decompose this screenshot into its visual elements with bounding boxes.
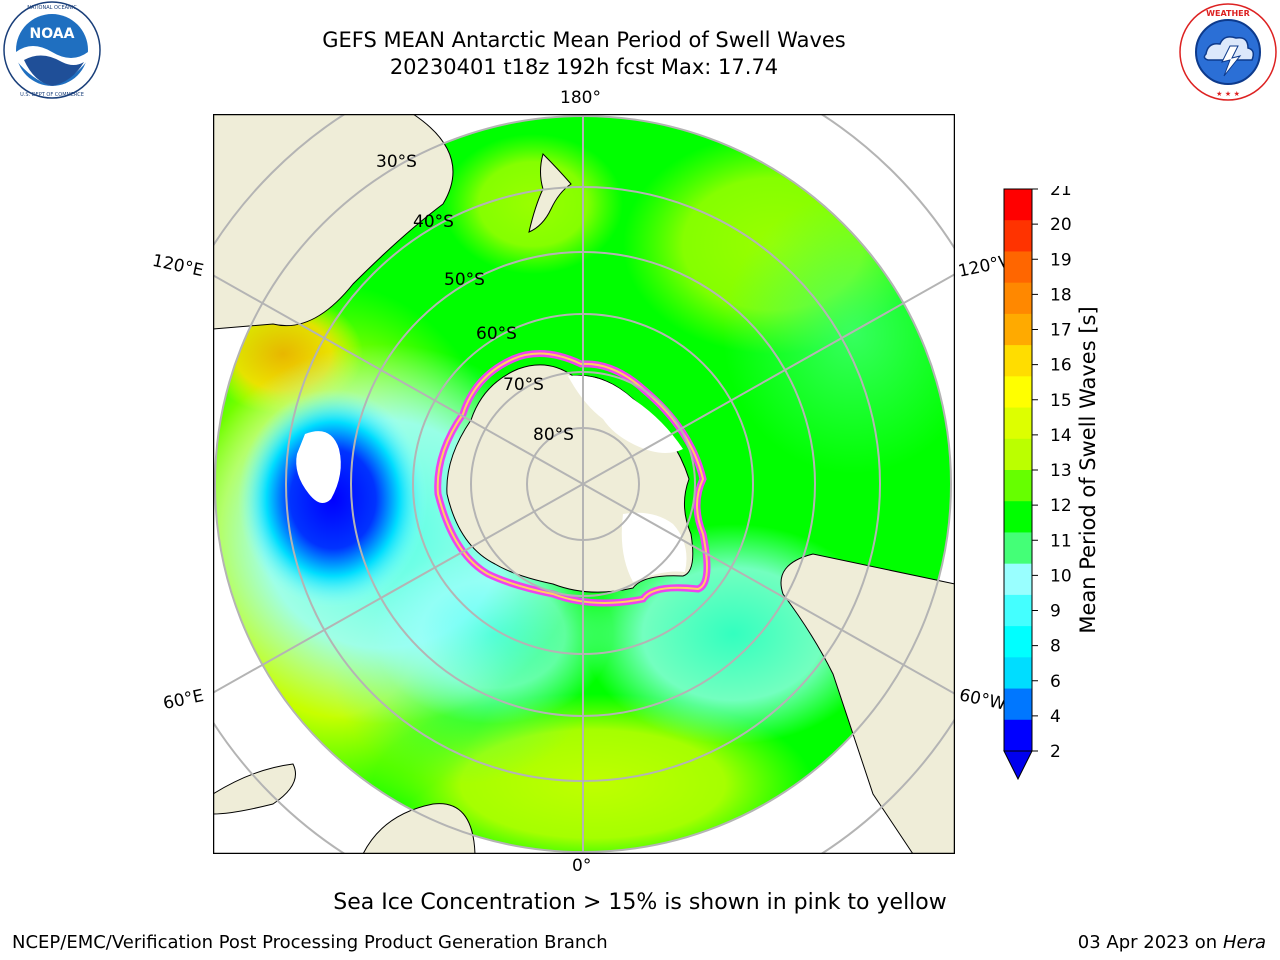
lat-label-30s: 30°S <box>376 152 417 172</box>
lat-label-40s: 40°S <box>413 212 454 232</box>
svg-text:U.S. DEPT OF COMMERCE: U.S. DEPT OF COMMERCE <box>20 92 84 98</box>
colorbar-swatch <box>1004 251 1032 284</box>
graticule <box>213 114 955 854</box>
lat-label-80s: 80°S <box>533 425 574 445</box>
svg-text:NATIONAL OCEANIC: NATIONAL OCEANIC <box>27 5 77 11</box>
chart-title: GEFS MEAN Antarctic Mean Period of Swell… <box>322 28 846 52</box>
colorbar-swatch <box>1004 657 1032 690</box>
colorbar-swatch <box>1004 220 1032 252</box>
colorbar-swatch <box>1004 407 1032 440</box>
colorbar-swatch <box>1004 345 1032 377</box>
colorbar-tick-label: 17 <box>1050 321 1072 341</box>
colorbar-tick-label: 10 <box>1050 566 1072 586</box>
colorbar-swatch <box>1004 563 1032 596</box>
colorbar-swatch <box>1004 688 1032 721</box>
lon-label-0: 0° <box>572 856 592 876</box>
nws-logo: WEATHER ★ ★ ★ <box>1179 3 1277 101</box>
lat-label-50s: 50°S <box>444 270 485 290</box>
colorbar-tick-label: 9 <box>1050 602 1061 622</box>
footer-date: 03 Apr 2023 on Hera <box>1078 932 1266 953</box>
colorbar-tick-label: 14 <box>1050 426 1072 446</box>
low-swell-white-patch <box>296 431 341 503</box>
footer-credit: NCEP/EMC/Verification Post Processing Pr… <box>12 932 608 953</box>
lon-label-180: 180° <box>560 88 601 108</box>
weddell-ice <box>621 512 687 582</box>
colorbar-swatch <box>1004 594 1032 627</box>
colorbar-tick-label: 12 <box>1050 496 1072 516</box>
colorbar-tick-label: 4 <box>1050 707 1061 727</box>
colorbar-swatch <box>1004 282 1032 315</box>
footer-date-text: 03 Apr 2023 on <box>1077 932 1223 953</box>
lat-label-60s: 60°S <box>476 324 517 344</box>
svg-text:WEATHER: WEATHER <box>1206 9 1250 18</box>
svg-text:★ ★ ★: ★ ★ ★ <box>1216 90 1240 98</box>
colorbar-tick-label: 2 <box>1050 742 1061 762</box>
colorbar: 21 20 19 18 17 16 15 14 13 12 11 10 9 8 6 4 2 <box>1003 186 1072 781</box>
colorbar-tick-label: 11 <box>1050 531 1072 551</box>
colorbar-tick-label: 20 <box>1050 215 1072 235</box>
colorbar-swatch <box>1004 189 1032 221</box>
polar-map <box>213 114 955 854</box>
new-zealand-land <box>528 153 572 233</box>
colorbar-swatch <box>1004 501 1032 533</box>
lon-label-60e: 60°E <box>161 685 206 715</box>
colorbar-swatch <box>1004 470 1032 502</box>
madagascar-land <box>213 763 296 815</box>
sea-ice-note: Sea Ice Concentration > 15% is shown in … <box>333 890 947 915</box>
lat-label-70s: 70°S <box>503 375 544 395</box>
colorbar-tick-label: 8 <box>1050 637 1061 657</box>
colorbar-swatch <box>1004 313 1032 346</box>
colorbar-tick-label: 21 <box>1050 186 1072 200</box>
colorbar-tick-label: 19 <box>1050 250 1072 270</box>
colorbar-tick-label: 16 <box>1050 356 1072 376</box>
colorbar-swatch <box>1004 626 1032 658</box>
colorbar-tick-label: 6 <box>1050 672 1061 692</box>
ross-ice-shelf <box>568 375 683 453</box>
colorbar-swatch <box>1004 438 1032 471</box>
colorbar-swatch <box>1004 532 1032 565</box>
svg-text:NOAA: NOAA <box>30 26 75 42</box>
colorbar-tick-label: 13 <box>1050 461 1072 481</box>
colorbar-swatch <box>1004 719 1032 752</box>
chart-subtitle: 20230401 t18z 192h fcst Max: 17.74 <box>389 55 779 79</box>
noaa-logo: NOAA NATIONAL OCEANIC U.S. DEPT OF COMME… <box>3 1 101 99</box>
colorbar-tick-label: 15 <box>1050 391 1072 411</box>
colorbar-tick-label: 18 <box>1050 285 1072 305</box>
colorbar-label: Mean Period of Swell Waves [s] <box>1076 306 1100 634</box>
lon-label-120e: 120°E <box>150 250 206 282</box>
footer-host: Hera <box>1222 932 1266 953</box>
colorbar-under-extension <box>1003 750 1033 781</box>
colorbar-swatch <box>1004 376 1032 409</box>
